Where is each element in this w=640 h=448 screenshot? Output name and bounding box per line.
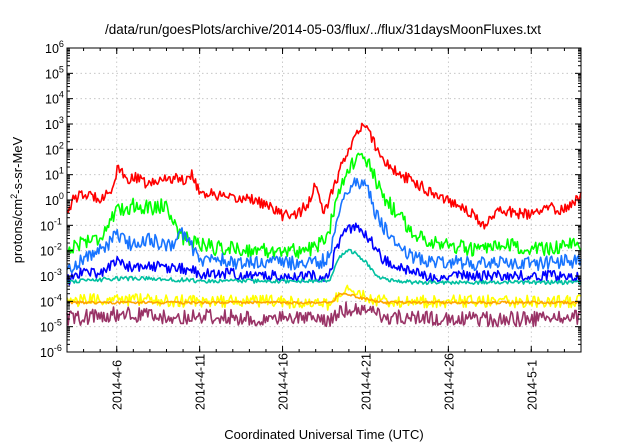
series-line-blue xyxy=(66,177,582,274)
y-tick-base: 10 xyxy=(45,194,59,208)
y-tick-exp: -4 xyxy=(54,292,62,302)
y-tick-exp: 5 xyxy=(59,64,64,74)
y-tick-label: 10-5 xyxy=(40,318,62,335)
grid xyxy=(67,48,581,352)
y-tick-exp: -6 xyxy=(54,343,62,353)
y-tick-label: 10-1 xyxy=(40,216,62,233)
y-tick-base: 10 xyxy=(40,219,54,233)
y-tick-label: 106 xyxy=(45,39,64,56)
series-layer xyxy=(66,122,582,328)
series-line-red xyxy=(66,122,582,230)
y-tick-base: 10 xyxy=(40,245,54,259)
y-tick-label: 10-3 xyxy=(40,267,62,284)
y-tick-label: 101 xyxy=(45,166,64,183)
x-tick-label: 2014-4-16 xyxy=(277,353,291,410)
y-tick-exp: 1 xyxy=(59,166,64,176)
series-line-orange xyxy=(66,292,582,305)
y-tick-exp: 6 xyxy=(59,39,64,49)
y-axis-label: protons/cm2-s-sr-MeV xyxy=(9,136,25,263)
y-tick-base: 10 xyxy=(40,321,54,335)
y-tick-exp: -1 xyxy=(54,216,62,226)
y-tick-label: 100 xyxy=(45,191,64,208)
x-tick-label: 2014-4-26 xyxy=(442,353,456,410)
chart-title: /data/run/goesPlots/archive/2014-05-03/f… xyxy=(105,22,541,37)
series-line-yellow xyxy=(66,284,582,311)
y-tick-base: 10 xyxy=(40,346,54,360)
y-tick-exp: -2 xyxy=(54,242,62,252)
y-tick-base: 10 xyxy=(45,42,59,56)
x-tick-label: 2014-4-11 xyxy=(194,354,208,410)
y-tick-label: 10-2 xyxy=(40,242,62,259)
x-tick-label: 2014-4-6 xyxy=(111,360,125,410)
y-tick-exp: -5 xyxy=(54,318,62,328)
y-tick-label: 104 xyxy=(45,90,64,107)
y-tick-label: 10-6 xyxy=(40,343,62,360)
y-tick-label: 102 xyxy=(45,140,64,157)
y-tick-base: 10 xyxy=(40,270,54,284)
y-tick-label: 10-4 xyxy=(40,292,62,309)
y-tick-base: 10 xyxy=(45,118,59,132)
x-tick-label: 2014-4-21 xyxy=(359,353,373,410)
y-tick-exp: 4 xyxy=(59,90,64,100)
y-tick-exp: -3 xyxy=(54,267,62,277)
y-tick-base: 10 xyxy=(40,295,54,309)
y-tick-base: 10 xyxy=(45,143,59,157)
y-axis: 10610510410310210110010-110-210-310-410-… xyxy=(40,39,581,360)
y-tick-base: 10 xyxy=(45,67,59,81)
x-axis: 2014-4-6 2014-4-11 2014-4-16 2014-4-21 2014-… xyxy=(83,48,565,410)
y-axis-label-prefix: protons/cm xyxy=(10,199,25,263)
y-tick-base: 10 xyxy=(45,93,59,107)
y-tick-exp: 2 xyxy=(59,140,64,150)
y-tick-label: 103 xyxy=(45,115,64,132)
y-axis-label-suffix: -s-sr-MeV xyxy=(10,136,25,193)
y-tick-base: 10 xyxy=(45,169,59,183)
y-tick-label: 105 xyxy=(45,64,64,81)
x-tick-label: 2014-5-1 xyxy=(525,360,539,410)
y-tick-exp: 0 xyxy=(59,191,64,201)
x-axis-label: Coordinated Universal Time (UTC) xyxy=(224,427,423,442)
series-line-green xyxy=(66,152,582,259)
series-line-darkblue xyxy=(66,222,582,286)
series-line-purple xyxy=(66,301,582,328)
y-axis-label-sup: 2 xyxy=(9,194,19,199)
y-tick-exp: 3 xyxy=(59,115,64,125)
series-line-teal xyxy=(66,248,582,286)
